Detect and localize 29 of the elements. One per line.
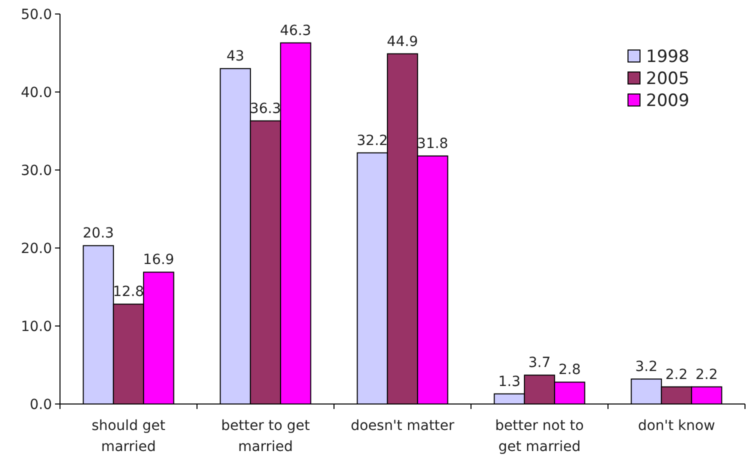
y-tick-label: 50.0 xyxy=(20,6,52,23)
data-label: 32.2 xyxy=(356,132,388,149)
x-tick-label: doesn't matter xyxy=(350,418,455,434)
data-label: 36.3 xyxy=(250,100,282,117)
data-label: 31.8 xyxy=(417,136,448,152)
data-label: 2.2 xyxy=(665,366,688,383)
legend-label: 2005 xyxy=(646,68,690,89)
data-label: 3.7 xyxy=(528,355,551,372)
data-label: 16.9 xyxy=(143,252,174,268)
y-tick-label: 10.0 xyxy=(20,318,52,335)
data-label: 44.9 xyxy=(386,34,418,50)
data-label: 3.2 xyxy=(635,359,658,376)
y-tick-label: 20.0 xyxy=(20,240,52,257)
data-label: 1.3 xyxy=(498,374,520,390)
x-tick-label: should get married xyxy=(92,418,166,455)
data-label: 46.3 xyxy=(280,22,312,39)
legend-label: 1998 xyxy=(646,46,690,67)
x-tick-label: better not to get married xyxy=(495,418,584,455)
y-tick-label: 0.0 xyxy=(30,396,52,413)
data-label: 12.8 xyxy=(112,284,144,300)
data-label: 20.3 xyxy=(82,226,114,242)
data-label: 2.2 xyxy=(696,366,718,383)
data-label: 43 xyxy=(226,48,244,65)
data-label: 2.8 xyxy=(558,362,581,378)
x-tick-label: don't know xyxy=(638,418,716,434)
legend-label: 2009 xyxy=(646,90,690,111)
y-tick-label: 40.0 xyxy=(20,84,52,101)
x-tick-label: better to get married xyxy=(221,418,310,455)
y-tick-label: 30.0 xyxy=(20,162,52,179)
